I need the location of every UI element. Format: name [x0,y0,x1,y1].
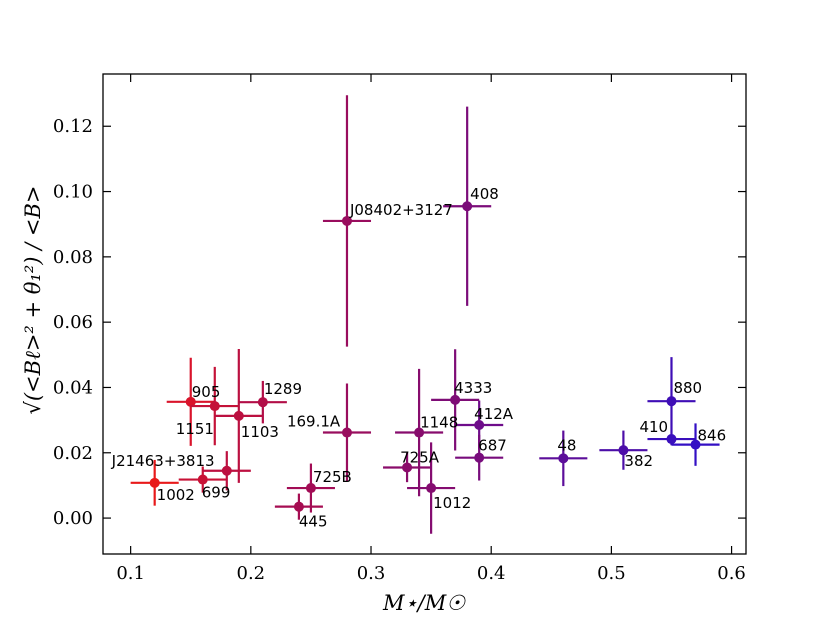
point-marker [149,477,160,488]
data-point [166,357,215,446]
point-label: 699 [202,484,231,502]
point-marker [414,427,425,438]
x-tick-label: 0.6 [717,563,746,584]
data-point [322,95,372,347]
data-point [431,349,480,451]
point-marker [666,434,677,445]
point-label: 48 [557,436,576,454]
point-marker [474,420,485,431]
point-marker [474,452,485,463]
point-label: J21463+3813 [111,452,215,470]
x-tick-label: 0.1 [116,563,145,584]
data-point [443,106,492,306]
y-tick-label: 0.10 [53,182,93,203]
data-point [274,493,323,520]
y-axis-title: √(<Bℓ>² + θ₁²) / <B> [21,185,45,414]
x-tick-label: 0.5 [597,563,626,584]
point-marker [462,201,473,212]
x-tick-label: 0.3 [357,563,386,584]
point-label: 1002 [157,486,195,504]
point-label: 410 [639,418,668,436]
point-marker [666,396,677,407]
data-points [130,95,720,534]
point-labels: J21463+3813 1002 905 699 1151 1103 1289 445 725B… [111,185,726,530]
data-point [286,463,335,513]
point-marker [221,465,232,476]
point-marker [618,445,629,456]
point-label: 1012 [433,494,471,512]
data-point [395,368,444,497]
point-marker [341,427,352,438]
data-point [322,383,372,482]
data-point [647,434,696,445]
point-marker [197,474,208,485]
plot-frame [102,73,747,555]
point-marker [450,394,461,405]
point-label: 169.1A [287,413,341,431]
data-point [539,430,588,487]
data-point [190,366,239,446]
axis-ticks: 0.1 0.2 0.3 0.4 0.5 0.6 0.00 0.02 0.04 0.06 0.08 0.… [53,74,746,584]
point-label: 4333 [454,379,492,397]
y-tick-label: 0.12 [53,116,93,137]
point-marker [257,397,268,408]
x-tick-label: 0.4 [477,563,506,584]
point-label: 412A [474,405,514,423]
data-point [214,348,263,483]
data-point [130,459,179,506]
data-point [671,423,720,466]
y-tick-label: 0.00 [53,508,93,529]
point-label: 725B [313,468,352,486]
point-marker [293,501,304,512]
y-tick-label: 0.06 [53,312,93,333]
point-label: 880 [673,379,702,397]
y-tick-label: 0.02 [53,443,93,464]
point-label: 725A [400,448,440,466]
point-label: 1148 [420,414,458,432]
point-label: 1289 [264,380,302,398]
x-axis-title: M⋆/M☉ [382,591,466,615]
data-point [202,451,251,491]
point-marker [209,401,220,412]
y-tick-label: 0.08 [53,247,93,268]
data-point [455,434,504,481]
data-point [238,380,287,424]
point-label: 1151 [176,420,214,438]
data-point [647,357,696,446]
point-marker [402,462,413,473]
point-label: 846 [698,427,727,445]
point-marker [185,396,196,407]
point-marker [426,483,437,494]
point-marker [233,410,244,421]
data-point [599,430,648,470]
point-label: 408 [470,185,499,203]
x-tick-label: 0.2 [237,563,266,584]
point-label: 382 [624,452,653,470]
point-marker [558,453,569,464]
point-label: 687 [478,437,507,455]
data-point [407,442,456,534]
point-marker [690,439,701,450]
point-marker [305,483,316,494]
point-label: 905 [192,383,221,401]
data-point [383,452,432,483]
point-label: 445 [299,513,328,531]
point-label: J08402+3127 [349,201,453,219]
point-marker [341,215,352,226]
point-label: 1103 [241,423,279,441]
y-tick-label: 0.04 [53,377,93,398]
